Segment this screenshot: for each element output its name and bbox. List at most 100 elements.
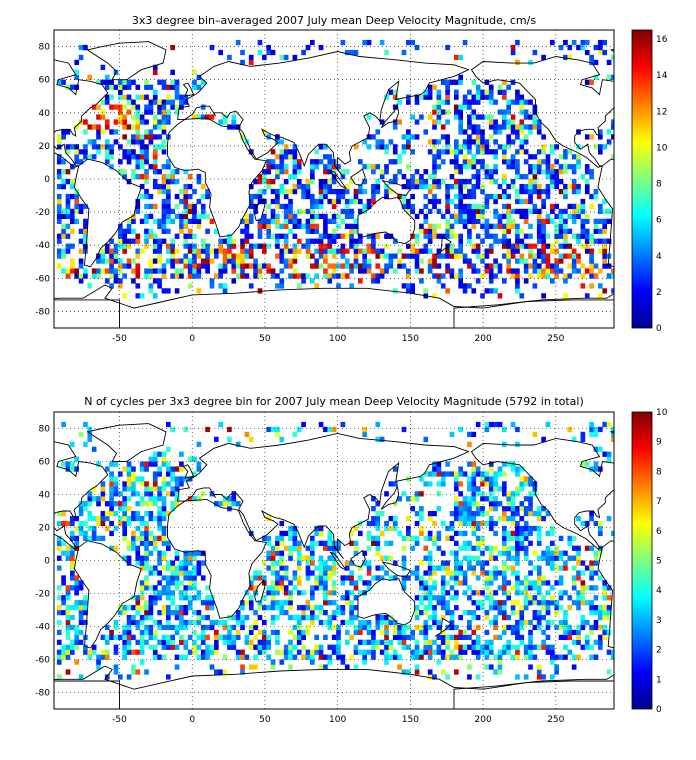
- data-bin: [139, 139, 145, 145]
- data-bin: [519, 610, 525, 616]
- data-bin: [310, 555, 315, 561]
- data-bin: [74, 624, 80, 631]
- data-bin: [157, 491, 162, 497]
- data-bin: [532, 491, 538, 497]
- data-bin: [493, 600, 498, 606]
- data-bin: [571, 585, 577, 591]
- data-bin: [270, 218, 276, 224]
- data-bin: [135, 139, 141, 145]
- data-bin: [458, 198, 464, 205]
- data-bin: [427, 530, 433, 537]
- data-bin: [222, 283, 228, 289]
- data-bin: [314, 149, 320, 155]
- data-bin: [126, 614, 132, 621]
- data-bin: [497, 501, 503, 507]
- data-bin: [414, 649, 420, 655]
- data-bin: [502, 545, 507, 551]
- data-bin: [589, 545, 594, 551]
- y-tick-label: 80: [39, 425, 51, 435]
- data-bin: [541, 198, 546, 205]
- data-bin: [598, 268, 603, 274]
- data-bin: [139, 595, 145, 601]
- data-bin: [454, 530, 459, 537]
- data-bin: [532, 614, 538, 621]
- data-bin: [475, 491, 481, 497]
- data-bin: [545, 610, 551, 616]
- data-bin: [471, 183, 477, 190]
- data-bin: [432, 84, 437, 90]
- data-bin: [166, 84, 171, 90]
- data-bin: [91, 273, 97, 279]
- data-bin: [70, 560, 75, 566]
- data-bin: [462, 159, 468, 165]
- data-bin: [78, 248, 84, 254]
- data-bin: [292, 164, 298, 170]
- data-bin: [541, 243, 546, 249]
- data-bin: [279, 600, 285, 606]
- data-bin: [563, 188, 568, 195]
- data-bin: [475, 243, 481, 249]
- data-bin: [139, 649, 145, 655]
- data-bin: [550, 550, 555, 556]
- data-bin: [523, 476, 529, 482]
- data-bin: [353, 624, 359, 631]
- data-bin: [493, 99, 498, 105]
- data-bin: [179, 580, 184, 586]
- data-bin: [214, 644, 219, 650]
- data-bin: [74, 456, 80, 462]
- data-bin: [157, 555, 162, 561]
- data-bin: [56, 218, 62, 224]
- data-bin: [576, 44, 581, 51]
- data-bin: [454, 515, 459, 522]
- data-bin: [70, 649, 75, 655]
- data-bin: [388, 233, 394, 239]
- data-bin: [253, 624, 258, 631]
- data-bin: [454, 486, 459, 492]
- data-bin: [331, 610, 337, 616]
- data-bin: [536, 565, 542, 571]
- data-bin: [414, 511, 420, 517]
- data-bin: [161, 114, 167, 120]
- data-bin: [148, 203, 154, 210]
- data-bin: [196, 268, 202, 274]
- data-bin: [554, 610, 560, 616]
- data-bin: [327, 624, 333, 631]
- data-bin: [576, 545, 581, 551]
- data-bin: [205, 228, 210, 234]
- data-bin: [248, 436, 254, 442]
- data-bin: [606, 59, 612, 66]
- data-bin: [144, 565, 149, 571]
- data-bin: [104, 515, 110, 522]
- data-bin: [126, 99, 132, 105]
- data-bin: [502, 624, 507, 631]
- data-bin: [484, 575, 490, 581]
- data-bin: [423, 595, 429, 601]
- data-bin: [139, 614, 145, 621]
- data-bin: [515, 258, 520, 264]
- data-bin: [144, 169, 149, 175]
- data-bin: [244, 590, 250, 596]
- data-bin: [152, 540, 158, 546]
- data-bin: [454, 159, 459, 165]
- data-bin: [318, 248, 324, 254]
- data-bin: [96, 258, 101, 264]
- data-bin: [458, 213, 464, 220]
- data-bin: [148, 530, 154, 537]
- data-bin: [323, 253, 328, 259]
- data-bin: [70, 258, 75, 264]
- data-bin: [432, 253, 437, 259]
- data-bin: [231, 624, 237, 631]
- y-tick-label: 40: [39, 109, 51, 119]
- data-bin: [571, 654, 577, 660]
- data-bin: [519, 476, 525, 482]
- data-bin: [523, 174, 529, 180]
- data-bin: [275, 545, 280, 551]
- data-bin: [536, 506, 542, 512]
- data-bin: [275, 550, 280, 556]
- data-bin: [296, 183, 302, 190]
- data-bin: [558, 535, 564, 541]
- data-bin: [205, 188, 210, 195]
- coastline: [381, 561, 412, 578]
- data-bin: [122, 624, 128, 631]
- data-bin: [480, 476, 485, 482]
